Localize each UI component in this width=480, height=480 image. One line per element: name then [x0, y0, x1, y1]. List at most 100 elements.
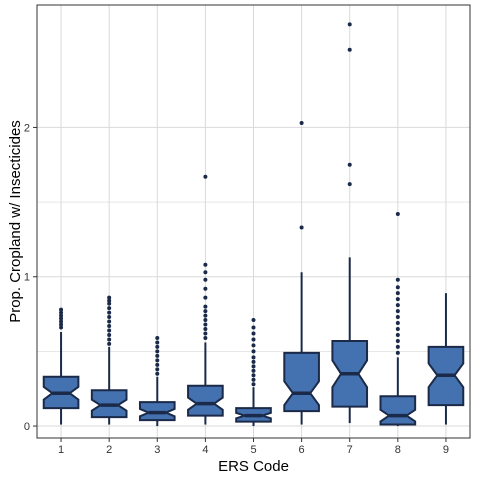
- outlier-point: [203, 304, 208, 309]
- outlier-point: [203, 270, 208, 275]
- outlier-point: [347, 162, 352, 167]
- box-group-2: [90, 295, 128, 425]
- outlier-point: [251, 325, 256, 330]
- x-tick-label: 9: [443, 444, 449, 456]
- outlier-point: [203, 262, 208, 267]
- outlier-point: [107, 324, 112, 329]
- outlier-point: [203, 309, 208, 314]
- outlier-point: [107, 306, 112, 311]
- outlier-point: [395, 350, 400, 355]
- outlier-point: [395, 315, 400, 320]
- outlier-point: [155, 362, 160, 367]
- outlier-point: [395, 338, 400, 343]
- outlier-point: [107, 328, 112, 333]
- box-group-9: [427, 293, 465, 425]
- outlier-point: [107, 319, 112, 324]
- x-tick-label: 1: [58, 444, 64, 456]
- tick-layer: 0 1 2 1 2 3 4 5 6 7 8 9: [24, 122, 449, 456]
- outlier-point: [203, 277, 208, 282]
- outlier-point: [107, 295, 112, 300]
- grid-layer: [37, 5, 470, 438]
- outlier-point: [395, 344, 400, 349]
- outlier-point: [395, 303, 400, 308]
- box-group-3: [138, 335, 176, 427]
- outlier-point: [155, 344, 160, 349]
- outlier-point: [347, 182, 352, 187]
- outlier-point: [107, 337, 112, 342]
- outlier-point: [251, 337, 256, 342]
- outlier-point: [299, 225, 304, 230]
- x-tick-label: 3: [154, 444, 160, 456]
- outlier-point: [59, 325, 64, 330]
- x-axis-title: ERS Code: [218, 458, 289, 475]
- outlier-point: [107, 310, 112, 315]
- outlier-point: [251, 318, 256, 323]
- outlier-point: [395, 277, 400, 282]
- outlier-point: [59, 319, 64, 324]
- outlier-point: [203, 313, 208, 318]
- box-layer: [42, 22, 465, 427]
- outlier-point: [155, 335, 160, 340]
- outlier-point: [395, 321, 400, 326]
- outlier-point: [395, 291, 400, 296]
- outlier-point: [251, 331, 256, 336]
- outlier-point: [347, 22, 352, 27]
- outlier-point: [203, 331, 208, 336]
- box-group-8: [379, 212, 417, 427]
- outlier-point: [251, 349, 256, 354]
- x-tick-label: 6: [299, 444, 305, 456]
- outlier-point: [155, 353, 160, 358]
- outlier-point: [107, 298, 112, 303]
- box-group-6: [283, 120, 320, 425]
- outlier-point: [203, 174, 208, 179]
- outlier-point: [395, 212, 400, 217]
- outlier-point: [155, 358, 160, 363]
- box-group-1: [42, 307, 80, 425]
- x-tick-label: 7: [347, 444, 353, 456]
- outlier-point: [251, 359, 256, 364]
- outlier-point: [251, 382, 256, 387]
- outlier-point: [107, 301, 112, 306]
- box-group-4: [187, 174, 224, 425]
- outlier-point: [251, 368, 256, 373]
- outlier-point: [155, 340, 160, 345]
- outlier-point: [59, 316, 64, 321]
- x-tick-label: 8: [395, 444, 401, 456]
- outlier-point: [107, 332, 112, 337]
- outlier-point: [395, 327, 400, 332]
- outlier-point: [59, 310, 64, 315]
- y-tick-label: 2: [24, 122, 30, 134]
- box-group-7: [331, 22, 369, 424]
- x-tick-label: 5: [250, 444, 256, 456]
- outlier-point: [251, 355, 256, 360]
- outlier-point: [203, 322, 208, 327]
- outlier-point: [347, 47, 352, 52]
- outlier-point: [395, 297, 400, 302]
- outlier-point: [251, 373, 256, 378]
- box-group-5: [235, 318, 272, 427]
- y-tick-label: 0: [24, 421, 30, 433]
- outlier-point: [251, 343, 256, 348]
- outlier-point: [155, 367, 160, 372]
- outlier-point: [299, 120, 304, 125]
- outlier-point: [59, 307, 64, 312]
- x-tick-label: 4: [202, 444, 208, 456]
- outlier-point: [155, 371, 160, 376]
- outlier-point: [203, 327, 208, 332]
- y-tick-label: 1: [24, 272, 30, 284]
- box-body: [283, 351, 320, 413]
- outlier-point: [251, 364, 256, 369]
- outlier-point: [251, 377, 256, 382]
- outlier-point: [395, 332, 400, 337]
- outlier-point: [59, 313, 64, 318]
- outlier-point: [203, 286, 208, 291]
- y-axis-title: Prop. Cropland w/ Insecticides: [7, 120, 24, 323]
- box-body: [379, 395, 417, 426]
- outlier-point: [107, 341, 112, 346]
- box-body: [187, 384, 224, 417]
- outlier-point: [203, 335, 208, 340]
- outlier-point: [155, 349, 160, 354]
- outlier-point: [395, 285, 400, 290]
